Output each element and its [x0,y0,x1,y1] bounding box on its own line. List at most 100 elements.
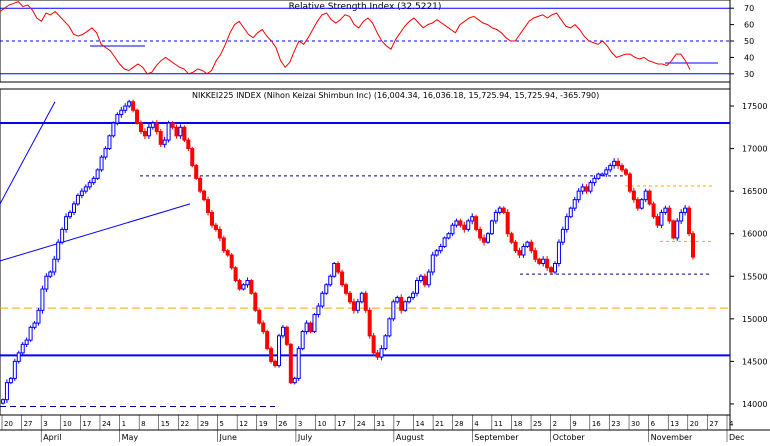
candle-body [489,220,494,235]
candle-body [584,186,589,192]
rsi-line [0,1,691,75]
candle-body [359,292,364,303]
candle-body [233,267,238,282]
candle-body [198,177,203,192]
candle-body [655,216,660,226]
candle-body [383,335,388,350]
rsi-tick-label: 60 [744,21,754,30]
candle-body [541,258,546,264]
candle-body [308,322,313,333]
x-month-label: Dec [729,433,744,442]
candle-body [363,292,368,311]
candle-body [375,352,380,358]
candle-body [225,250,230,256]
x-month-label: November [651,433,693,442]
candle-body [482,237,487,243]
candle-body [52,258,57,273]
x-day-label: 4 [474,420,479,428]
candle-body [407,297,412,303]
x-day-label: 31 [376,420,385,428]
candle-body [576,190,581,201]
candle-body [454,220,459,226]
candle-body [533,250,538,260]
candle-body [296,348,301,379]
x-day-label: 13 [670,420,679,428]
candle-body [683,207,688,213]
candle-body [647,190,652,205]
candle-body [221,237,226,252]
candle-body [269,348,274,362]
x-day-label: 24 [102,420,111,428]
candle-body [202,190,207,201]
candle-body [371,335,376,354]
candle-body [300,331,305,350]
x-day-label: 16 [592,420,601,428]
candle-body [485,233,490,243]
candle-body [103,148,108,158]
candle-body [458,220,463,226]
candle-body [316,305,321,316]
x-day-label: 15 [161,420,170,428]
candle-body [119,109,124,116]
x-day-label: 27 [709,420,718,428]
candle-body [320,292,325,307]
candle-body [340,271,345,286]
candle-body [501,207,506,213]
x-day-label: 10 [63,420,72,428]
x-day-label: 17 [337,420,346,428]
candle-body [612,160,617,167]
x-day-label: 30 [631,420,640,428]
trendline-channel [0,203,191,262]
x-day-label: 14 [415,420,424,428]
candle-body [627,173,632,192]
candle-body [44,275,49,290]
candle-body [79,190,84,196]
candle-body [663,207,668,213]
candle-body [139,122,143,133]
candle-body [123,105,128,111]
candle-body [229,254,234,269]
candle-body [166,122,171,141]
x-day-label: 9 [572,420,576,428]
candle-body [600,173,605,177]
candle-body [178,126,183,137]
candle-body [537,258,542,264]
candle-body [32,322,37,328]
candle-body [466,220,471,230]
candle-body [462,224,467,230]
price-tick-label: 17000 [742,145,767,154]
candle-body [146,126,151,137]
candle-body [288,343,293,384]
x-month-label: October [553,433,586,442]
candle-body [20,343,25,354]
candle-body [418,275,423,282]
candle-body [553,262,557,273]
candle-body [174,126,179,137]
candle-body [332,262,337,277]
x-day-label: 26 [278,420,287,428]
candle-body [478,228,483,239]
candle-body [355,301,360,311]
x-day-label: 18 [513,420,522,428]
candle-body [186,139,191,150]
x-month-label: July [297,433,313,442]
candle-body [470,216,475,222]
candle-body [620,165,625,171]
candle-body [379,348,384,358]
candle-body [91,177,96,184]
candle-body [75,194,80,205]
candle-body [403,301,408,311]
candle-body [679,211,684,222]
candle-body [253,292,258,311]
candle-body [549,267,554,273]
candle-body [150,122,155,128]
candle-body [249,280,254,294]
x-month-label: May [122,433,139,442]
candle-body [154,122,159,133]
candle-body [206,199,211,213]
candle-body [135,109,140,124]
x-day-label: 5 [220,420,224,428]
candle-body [556,241,561,264]
